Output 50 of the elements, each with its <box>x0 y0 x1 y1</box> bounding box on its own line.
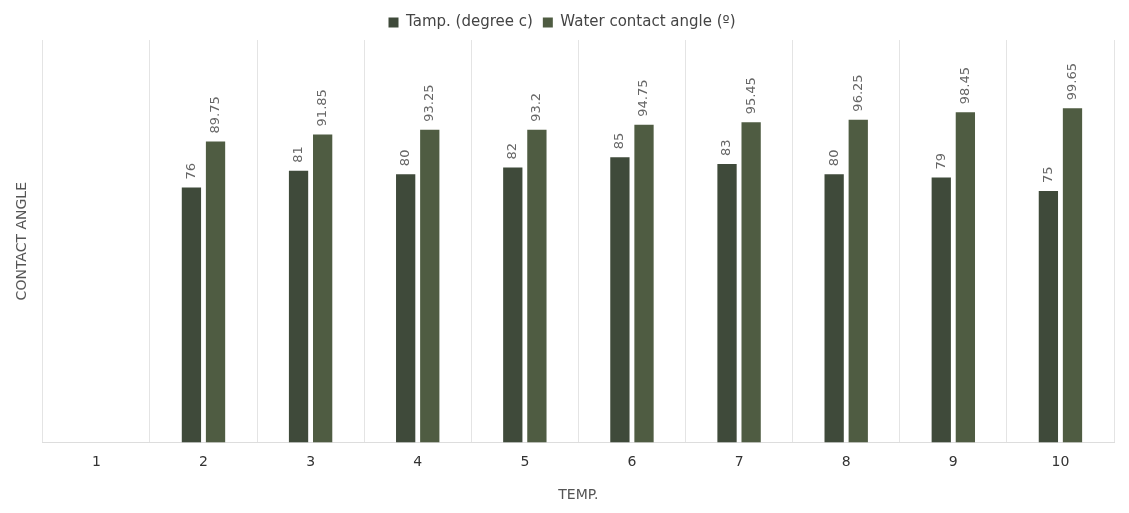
data-label: 75 <box>1039 166 1055 183</box>
bar <box>205 141 226 443</box>
bar <box>634 124 654 443</box>
data-label: 80 <box>825 149 841 167</box>
x-tick-label: 8 <box>841 453 851 470</box>
data-label: 91.85 <box>314 89 330 127</box>
bar <box>931 177 951 443</box>
legend-label: Water contact angle (º) <box>560 12 736 31</box>
bar <box>313 134 333 443</box>
data-label: 89.75 <box>206 96 222 134</box>
y-axis-title: CONTACT ANGLE <box>13 182 30 301</box>
data-label: 94.75 <box>635 79 651 117</box>
x-tick-label: 10 <box>1051 453 1070 470</box>
bar <box>717 164 737 443</box>
data-label: 93.2 <box>528 92 544 122</box>
bar <box>610 157 630 443</box>
bar <box>181 187 202 443</box>
data-label: 79 <box>932 152 948 170</box>
bar <box>848 119 868 443</box>
data-label: 83 <box>718 139 734 157</box>
bar <box>955 112 976 443</box>
data-label: 93.25 <box>421 84 437 122</box>
bar <box>741 122 761 443</box>
x-tick-label: 4 <box>413 453 423 470</box>
legend-label: Tamp. (degree c) <box>405 12 533 31</box>
x-tick-label: 9 <box>948 453 958 470</box>
bar <box>824 174 844 443</box>
data-label: 99.65 <box>1063 63 1079 101</box>
data-label: 82 <box>504 142 520 160</box>
data-label: 80 <box>397 149 413 167</box>
bar <box>527 129 547 443</box>
data-label: 98.45 <box>956 67 972 105</box>
bar <box>1038 190 1059 443</box>
data-label: 95.45 <box>742 77 758 115</box>
x-axis-title: TEMP. <box>557 486 599 503</box>
data-label: 96.25 <box>849 74 865 112</box>
bar <box>420 129 440 443</box>
bar <box>288 170 309 443</box>
x-tick-label: 7 <box>734 453 744 470</box>
data-label: 81 <box>289 146 305 163</box>
x-tick-label: 3 <box>306 453 316 470</box>
data-label: 85 <box>611 132 627 150</box>
bar <box>503 167 523 443</box>
bar <box>396 174 416 443</box>
x-tick-label: 1 <box>91 453 101 470</box>
data-label: 76 <box>182 163 198 180</box>
x-tick-label: 2 <box>199 453 208 470</box>
x-tick-label: 6 <box>627 453 637 470</box>
x-tick-label: 5 <box>520 453 530 470</box>
bar <box>1062 108 1083 443</box>
